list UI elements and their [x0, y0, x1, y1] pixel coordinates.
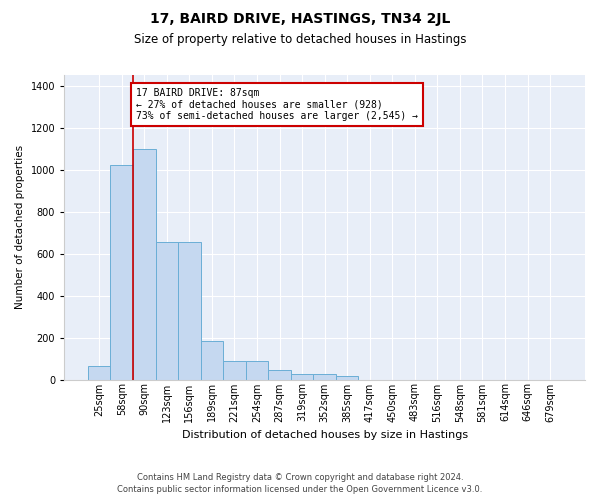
Y-axis label: Number of detached properties: Number of detached properties — [15, 145, 25, 310]
Bar — [200, 340, 223, 380]
Text: Contains HM Land Registry data © Crown copyright and database right 2024.: Contains HM Land Registry data © Crown c… — [137, 472, 463, 482]
Text: 17 BAIRD DRIVE: 87sqm
← 27% of detached houses are smaller (928)
73% of semi-det: 17 BAIRD DRIVE: 87sqm ← 27% of detached … — [136, 88, 418, 121]
Bar — [88, 366, 110, 380]
Text: Size of property relative to detached houses in Hastings: Size of property relative to detached ho… — [134, 32, 466, 46]
Bar — [110, 166, 133, 380]
Bar — [133, 148, 155, 380]
Bar — [291, 374, 313, 380]
Bar — [313, 374, 336, 380]
Text: Contains public sector information licensed under the Open Government Licence v3: Contains public sector information licen… — [118, 485, 482, 494]
Text: 17, BAIRD DRIVE, HASTINGS, TN34 2JL: 17, BAIRD DRIVE, HASTINGS, TN34 2JL — [150, 12, 450, 26]
Bar — [268, 370, 291, 380]
Bar — [223, 360, 245, 380]
Bar — [155, 242, 178, 380]
X-axis label: Distribution of detached houses by size in Hastings: Distribution of detached houses by size … — [182, 430, 467, 440]
Bar — [178, 242, 200, 380]
Bar — [245, 360, 268, 380]
Bar — [336, 376, 358, 380]
